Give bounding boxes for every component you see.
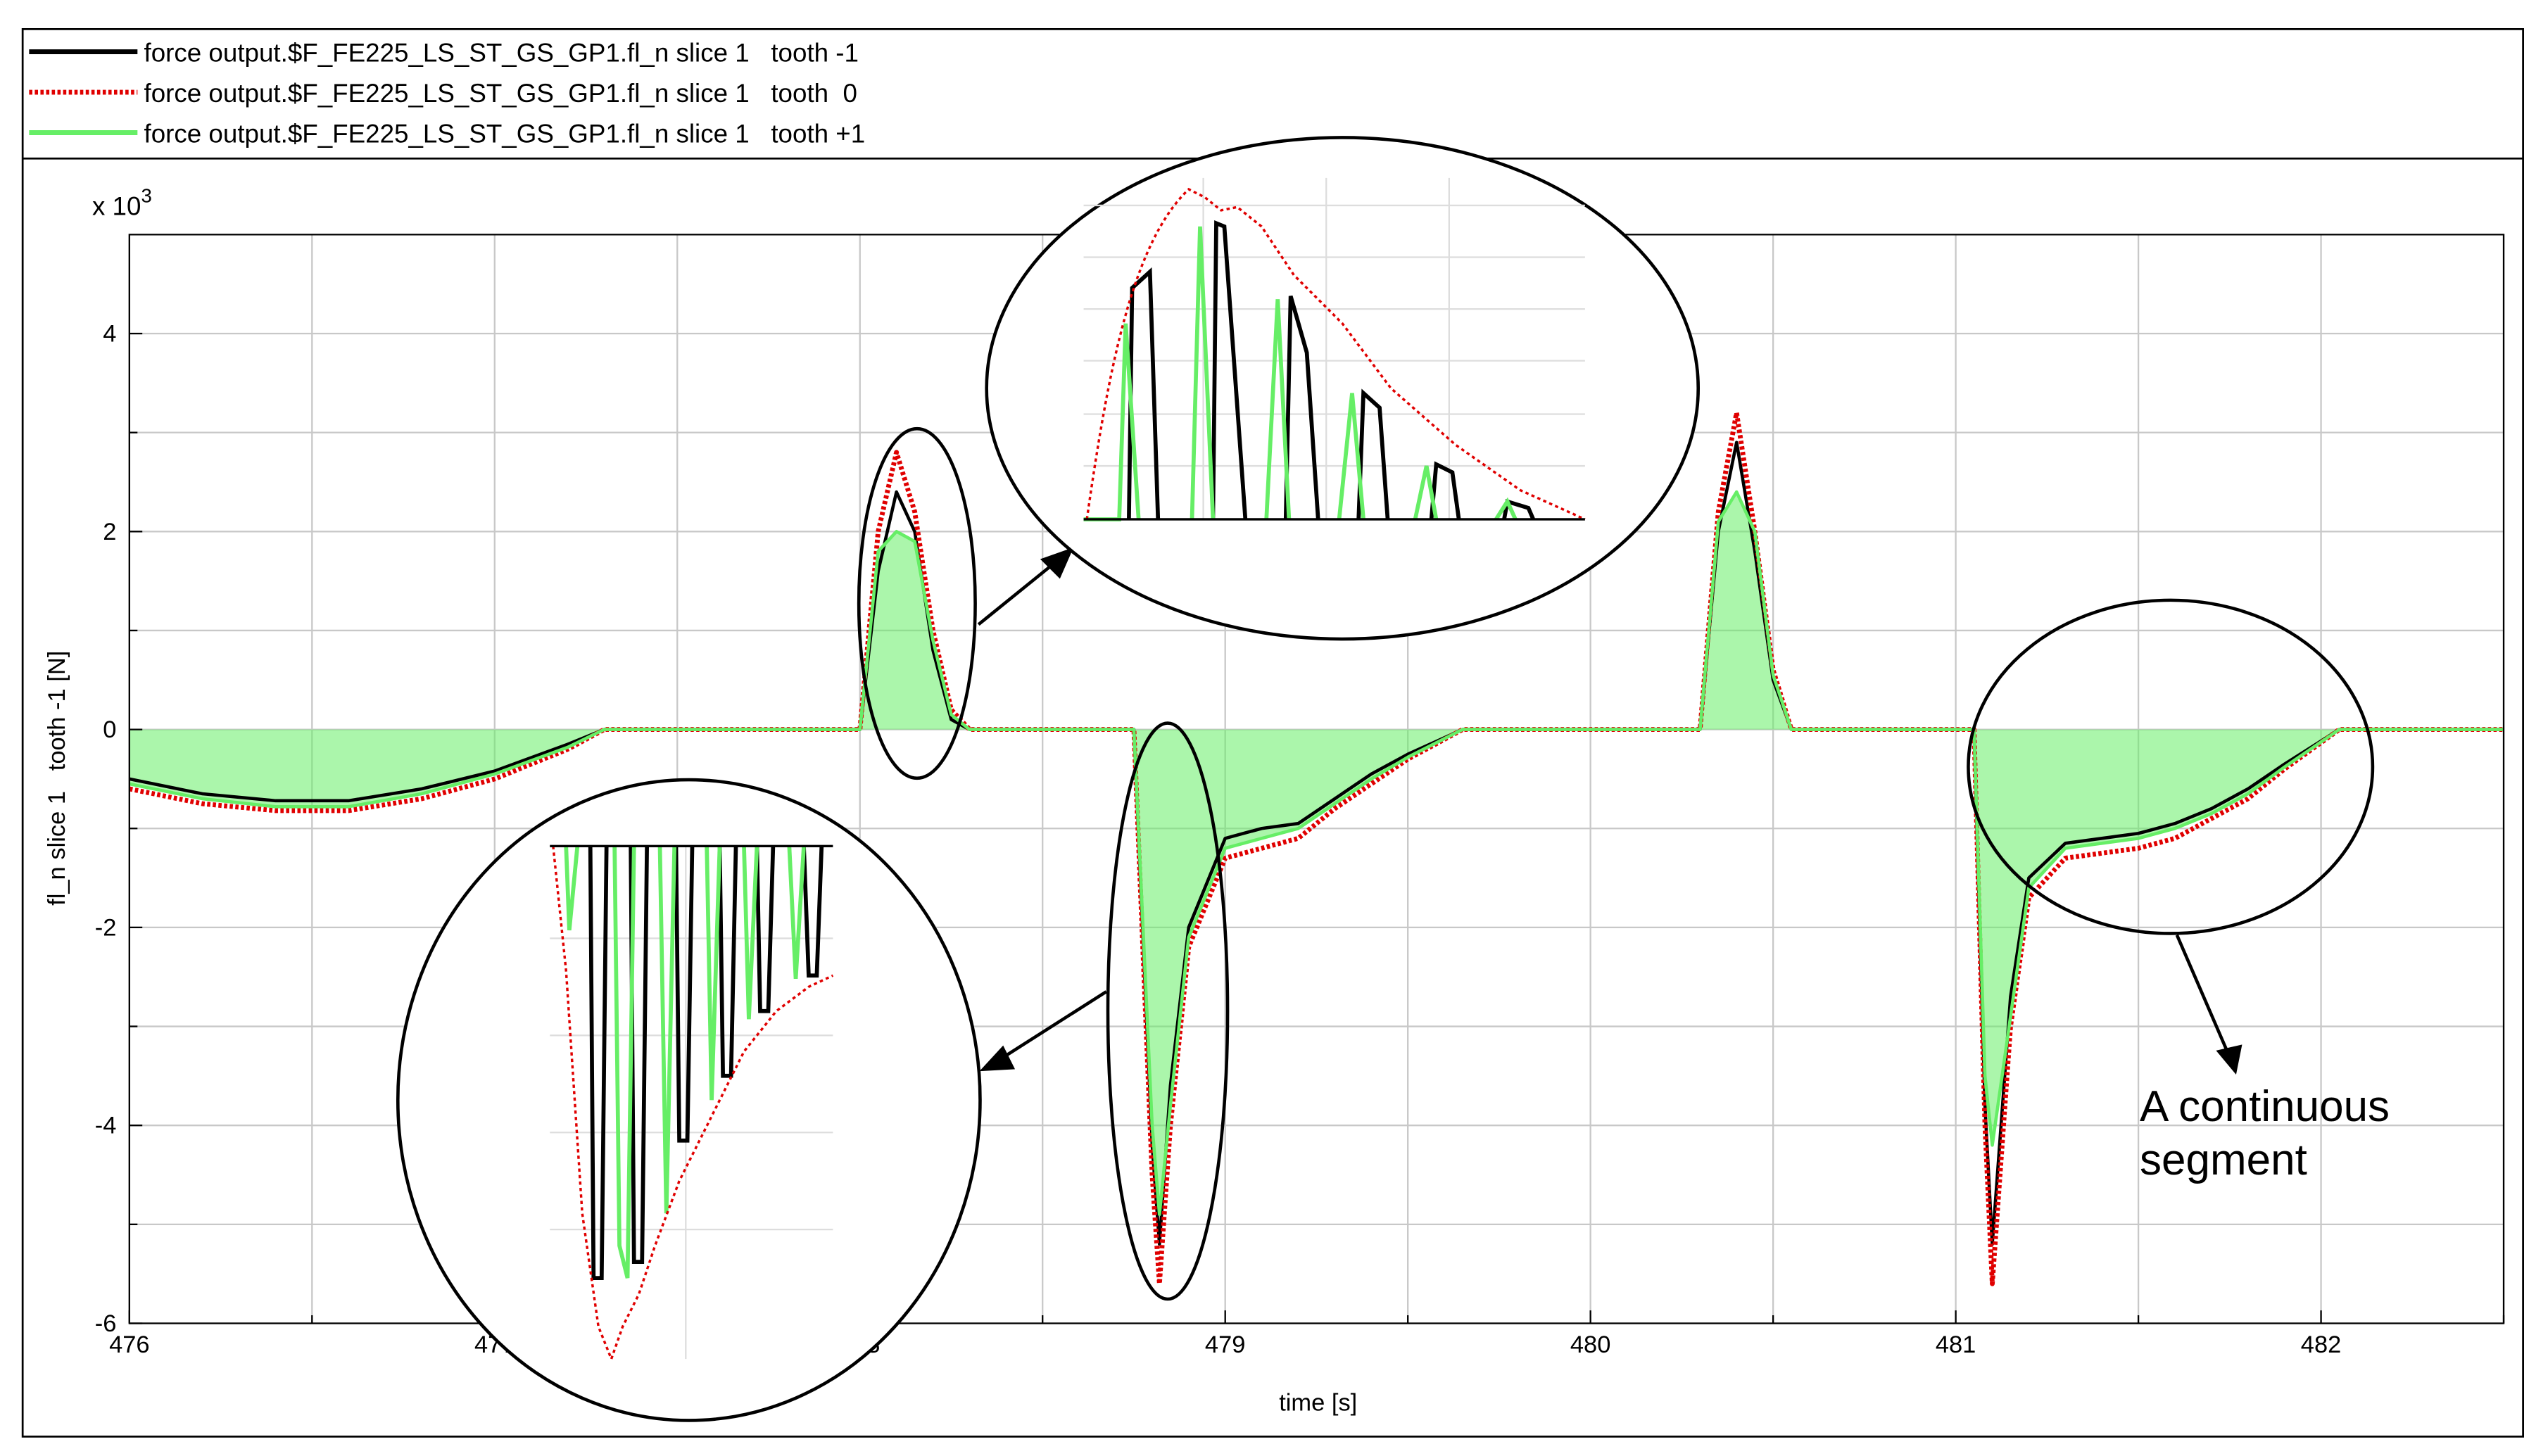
y-tick-label: -6 <box>95 1310 117 1337</box>
highlights <box>857 426 2375 1301</box>
y-multiplier: x 103 <box>92 184 152 220</box>
annotation: A continuous segment <box>2140 1082 2390 1184</box>
legend: force output.$F_FE225_LS_ST_GS_GP1.fl_n … <box>29 38 865 148</box>
x-tick-label: 481 <box>1936 1331 1976 1358</box>
y-tick-label: -4 <box>95 1113 117 1139</box>
series-line <box>129 490 2504 1217</box>
plot <box>129 410 2504 1286</box>
series-area <box>129 492 2504 1215</box>
y-tick-label: 0 <box>103 716 116 743</box>
arrow-head <box>2216 1044 2242 1075</box>
zoom-inset-upper <box>985 136 1701 641</box>
arrow <box>998 990 1107 1061</box>
legend-label: force output.$F_FE225_LS_ST_GS_GP1.fl_n … <box>144 79 857 108</box>
inset-curve <box>588 846 824 1280</box>
inset-circle <box>985 136 1701 641</box>
inset-curve <box>1127 220 1535 521</box>
inset-curve <box>1085 187 1586 521</box>
arrow-head <box>1040 547 1074 579</box>
x-tick-label: 479 <box>1205 1331 1246 1358</box>
highlight-ellipse <box>857 426 977 780</box>
highlight-ellipse <box>1967 598 2375 935</box>
highlight-ellipse <box>1106 721 1230 1301</box>
arrow <box>977 562 1056 626</box>
inset-grid <box>1083 177 1585 519</box>
x-tick-label: 480 <box>1570 1331 1611 1358</box>
series-line <box>129 410 2504 1286</box>
zoom-inset-lower <box>396 778 982 1422</box>
x-axis-label: time [s] <box>1279 1390 1357 1417</box>
y-tick-label: -2 <box>95 914 117 941</box>
legend-label: force output.$F_FE225_LS_ST_GS_GP1.fl_n … <box>144 119 866 148</box>
x-tick-label: 476 <box>109 1331 150 1358</box>
x-tick-label: 482 <box>2301 1331 2342 1358</box>
inset-curve <box>1083 226 1518 521</box>
y-multiplier-base: x 10 <box>92 192 141 221</box>
y-tick-label: 2 <box>103 519 116 545</box>
legend-label: force output.$F_FE225_LS_ST_GS_GP1.fl_n … <box>144 38 859 67</box>
y-multiplier-exp: 3 <box>141 184 151 206</box>
y-axis-label: fl_n slice 1 tooth -1 [N] <box>44 651 70 906</box>
arrow-head <box>979 1045 1016 1072</box>
y-tick-label: 4 <box>103 320 116 347</box>
arrow <box>2175 934 2231 1056</box>
